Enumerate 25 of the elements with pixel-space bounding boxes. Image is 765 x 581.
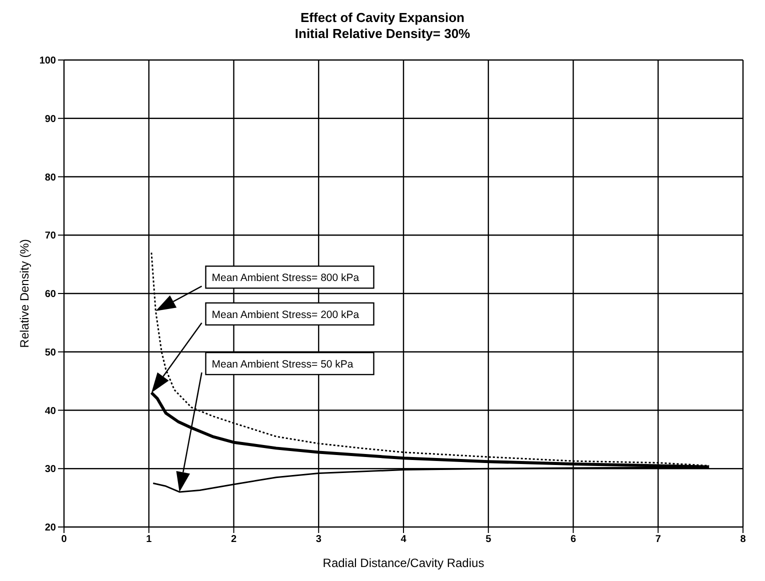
chart-title: Effect of Cavity Expansion [300,10,466,26]
x-tick-label: 4 [400,534,407,546]
x-tick-label: 6 [570,534,576,546]
y-tick-label: 40 [44,406,56,417]
y-tick-label: 30 [44,464,56,476]
x-tick-label: 2 [230,534,237,546]
annotation: Mean Ambient Stress= 50 kPa [212,358,354,371]
x-tick-label: 3 [316,534,322,546]
x-tick-label: 7 [655,534,662,546]
y-tick-label: 20 [44,522,56,534]
chart-subtitle: Initial Relative Density= 30% [294,26,472,42]
y-tick-label: 100 [39,56,56,67]
annotation: Mean Ambient Stress= 800 kPa [212,272,360,284]
x-tick-label: 1 [146,534,152,546]
x-axis-title: Radial Distance/Cavity Radius [322,556,484,570]
y-tick-label: 80 [44,172,56,184]
y-tick-label: 60 [44,289,56,300]
y-tick-label: 90 [44,114,56,125]
annotation: Mean Ambient Stress= 200 kPa [212,308,360,321]
x-tick-label: 8 [740,534,746,546]
x-tick-label: 5 [486,534,492,546]
y-tick-label: 50 [44,347,56,358]
x-tick-label: 0 [61,534,68,546]
y-tick-label: 70 [44,230,56,242]
y-axis-title: Relative Density (%) [17,239,32,348]
